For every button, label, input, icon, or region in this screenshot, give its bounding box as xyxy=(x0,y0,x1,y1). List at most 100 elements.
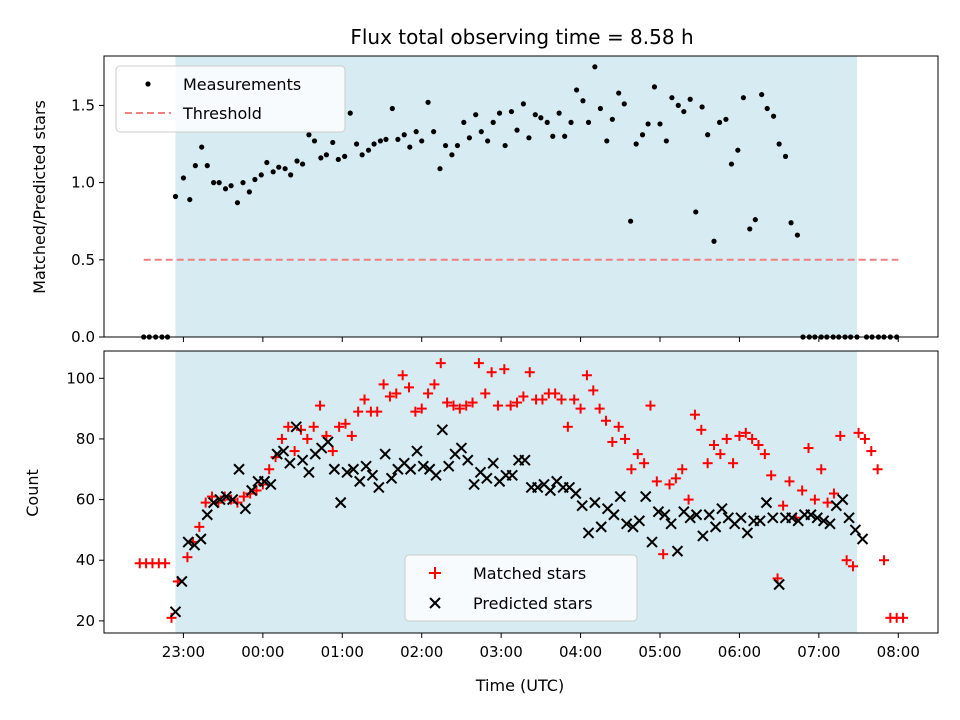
predicted-star-point xyxy=(773,578,785,591)
measurement-point xyxy=(526,135,532,141)
measurement-point xyxy=(252,176,258,183)
matched-star-point xyxy=(569,394,580,405)
measurement-point xyxy=(347,110,353,116)
measurement-point xyxy=(693,209,699,215)
bottom-y-tick-label: 40 xyxy=(76,551,95,569)
measurement-point xyxy=(580,98,586,104)
predicted-star-point xyxy=(754,515,766,527)
predicted-star-point xyxy=(690,509,703,521)
matched-star-point xyxy=(575,403,586,414)
predicted-star-point xyxy=(646,536,658,548)
x-tick-label: 00:00 xyxy=(241,643,284,661)
measurement-point xyxy=(234,200,241,206)
measurement-point xyxy=(246,189,252,195)
predicted-star-point xyxy=(226,493,239,506)
predicted-star-point xyxy=(328,463,341,475)
top-series-measurements xyxy=(141,64,900,340)
matched-star-point xyxy=(562,421,573,432)
matched-star-point xyxy=(696,424,707,435)
measurement-point xyxy=(192,163,198,169)
predicted-star-point xyxy=(608,509,620,521)
predicted-star-point xyxy=(214,493,226,506)
bottom-legend: Matched stars Predicted stars xyxy=(404,554,638,622)
predicted-star-point xyxy=(169,606,182,618)
matched-star-point xyxy=(518,391,529,402)
measurement-point xyxy=(240,180,246,186)
chart-title: Flux total observing time = 8.58 h xyxy=(350,25,693,49)
matched-star-point xyxy=(416,403,427,414)
predicted-star-point xyxy=(506,469,518,482)
matched-star-point xyxy=(160,558,171,569)
measurement-point xyxy=(669,95,675,101)
legend-matched-label: Matched stars xyxy=(473,564,586,583)
predicted-star-point xyxy=(716,502,728,515)
measurement-point xyxy=(604,138,610,144)
predicted-star-point xyxy=(665,518,677,530)
matched-star-point xyxy=(492,400,503,411)
measurement-point xyxy=(485,138,491,144)
predicted-star-point xyxy=(659,509,671,521)
matched-star-point xyxy=(359,394,370,405)
measurement-point xyxy=(628,218,634,224)
matched-star-point xyxy=(200,497,211,508)
measurement-point xyxy=(794,232,801,238)
measurement-point xyxy=(395,136,401,142)
measurement-point xyxy=(538,115,544,121)
top-legend: Measurements Threshold xyxy=(115,65,346,133)
measurement-point xyxy=(770,113,777,119)
measurement-point xyxy=(657,121,663,127)
predicted-star-point xyxy=(417,460,430,472)
matched-star-point xyxy=(683,494,694,505)
measurement-point xyxy=(651,84,658,90)
legend-matched-marker xyxy=(429,567,441,579)
matched-star-point xyxy=(728,458,739,469)
top-y-tick-label: 0.5 xyxy=(71,251,95,269)
measurement-point xyxy=(342,153,348,159)
matched-star-point xyxy=(600,415,611,426)
measurement-point xyxy=(288,172,294,178)
predicted-star-point xyxy=(385,472,398,485)
predicted-star-point xyxy=(633,515,646,527)
predicted-star-point xyxy=(220,490,233,503)
predicted-star-point xyxy=(595,521,607,533)
measurement-point xyxy=(609,116,615,122)
measurement-point xyxy=(199,144,205,150)
predicted-star-point xyxy=(614,490,626,503)
matched-star-point xyxy=(588,385,599,396)
matched-star-point xyxy=(841,555,852,566)
matched-star-point xyxy=(670,473,681,484)
measurement-point xyxy=(264,159,270,166)
matched-star-point xyxy=(848,561,859,572)
matched-star-point xyxy=(194,521,205,532)
matched-star-point xyxy=(289,446,300,457)
matched-star-point xyxy=(473,358,484,369)
matched-star-point xyxy=(822,497,833,508)
predicted-star-point xyxy=(436,424,449,436)
matched-star-point xyxy=(809,494,820,505)
measurement-point xyxy=(621,101,627,107)
matched-star-point xyxy=(334,421,345,432)
matched-star-point xyxy=(454,403,465,414)
matched-star-point xyxy=(378,379,389,390)
matched-star-point xyxy=(853,427,864,438)
measurement-point xyxy=(306,132,312,138)
predicted-star-point xyxy=(767,512,779,524)
predicted-star-point xyxy=(531,481,544,494)
predicted-star-point xyxy=(856,533,869,545)
matched-star-point xyxy=(866,446,877,457)
matched-star-point xyxy=(505,400,516,411)
matched-star-point xyxy=(658,549,669,560)
measurement-point xyxy=(597,105,604,112)
matched-star-point xyxy=(721,433,732,444)
predicted-star-point xyxy=(836,493,849,506)
predicted-star-point xyxy=(843,512,855,524)
measurement-point xyxy=(723,116,729,122)
predicted-star-point xyxy=(207,496,220,509)
matched-star-point xyxy=(816,464,827,475)
bottom-series-matched-stars xyxy=(134,358,909,623)
predicted-star-point xyxy=(176,575,188,588)
measurement-point xyxy=(747,226,753,232)
bottom-y-tick-label: 20 xyxy=(76,612,95,630)
measurement-point xyxy=(228,183,234,189)
predicted-star-point xyxy=(671,545,684,557)
